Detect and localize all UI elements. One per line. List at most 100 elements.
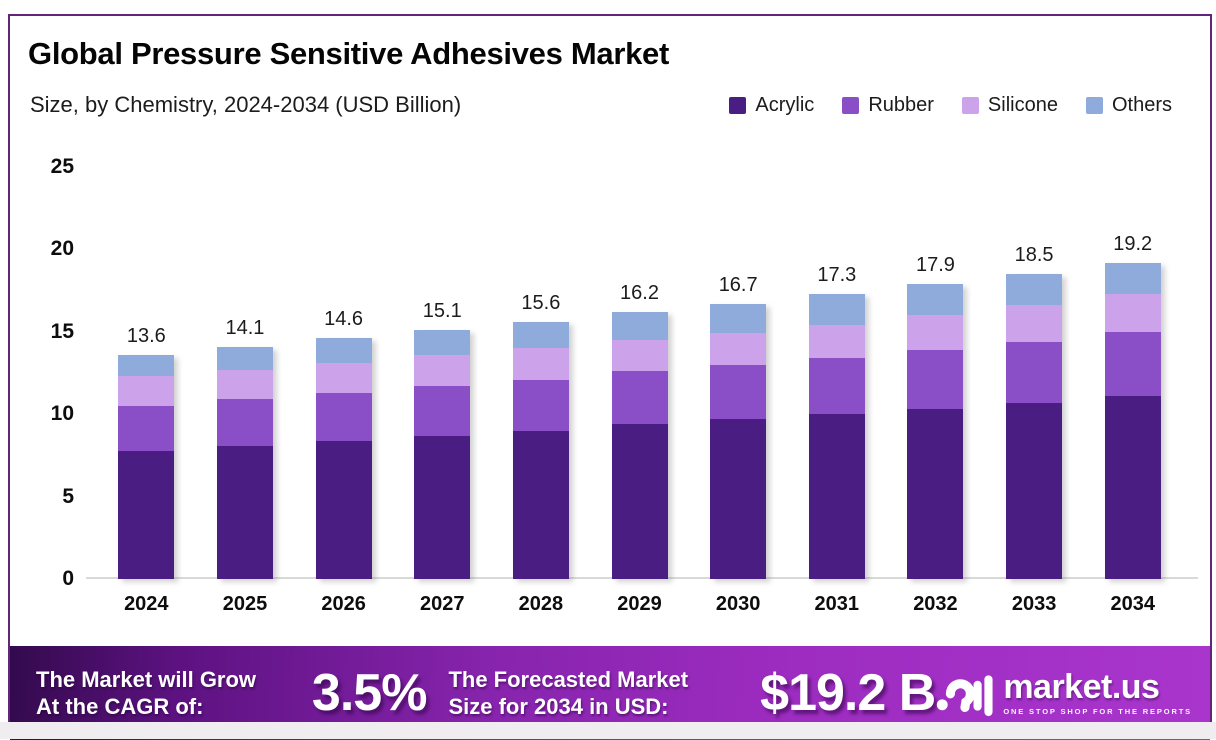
cagr-label: The Market will Grow At the CAGR of:	[36, 666, 310, 721]
bar-total-label-2025: 14.1	[225, 316, 265, 339]
brand-tagline: ONE STOP SHOP FOR THE REPORTS	[1003, 707, 1192, 716]
y-axis-tick-10: 10	[50, 402, 74, 426]
chart-subtitle: Size, by Chemistry, 2024-2034 (USD Billi…	[30, 92, 462, 117]
bar-2034	[1104, 262, 1161, 579]
legend-swatch-others	[1085, 96, 1103, 114]
bar-total-label-2033: 18.5	[1014, 244, 1054, 267]
bar-segment-acrylic-2026	[315, 440, 372, 579]
bar-segment-others-2032	[907, 284, 964, 316]
bar-segment-rubber-2026	[315, 392, 372, 441]
market-us-logo-icon	[937, 675, 993, 717]
bar-2032	[907, 284, 964, 579]
bar-segment-rubber-2029	[611, 371, 668, 425]
bar-2027	[414, 330, 471, 579]
bar-segment-rubber-2024	[118, 406, 175, 451]
bar-2029	[611, 312, 668, 579]
x-axis-label-2024: 2024	[124, 593, 169, 615]
page-bottom-strip	[0, 722, 1216, 739]
bar-segment-silicone-2031	[808, 325, 865, 359]
bar-segment-rubber-2027	[414, 386, 471, 436]
bar-segment-acrylic-2033	[1006, 402, 1063, 579]
bar-total-label-2034: 19.2	[1113, 232, 1153, 255]
y-axis-tick-25: 25	[50, 155, 74, 178]
bar-total-label-2030: 16.7	[718, 273, 758, 296]
plot-area: 13.6 2024 14.1 2025 14.6 2026 15.1 2027 15.6 2028…	[97, 167, 1182, 615]
forecast-label-line2: Size for 2034 in USD:	[448, 694, 669, 719]
legend-item-acrylic: Acrylic	[729, 94, 814, 117]
y-axis-tick-0: 0	[62, 567, 74, 590]
bar-segment-acrylic-2032	[907, 409, 964, 579]
bar-segment-others-2029	[611, 312, 668, 341]
cagr-label-line1: The Market will Grow	[36, 666, 257, 692]
bar-segment-acrylic-2034	[1104, 396, 1161, 579]
legend-item-rubber: Rubber	[842, 94, 934, 117]
bar-segment-others-2026	[315, 338, 372, 364]
bar-column-2024: 13.6 2024	[97, 167, 196, 615]
y-axis: 0 5 10 15 20 25	[10, 36, 74, 646]
x-axis-label-2033: 2033	[1011, 593, 1057, 615]
bar-column-2030: 16.7 2030	[689, 167, 788, 615]
x-axis-label-2030: 2030	[715, 593, 761, 615]
infographic-frame: Global Pressure Sensitive Adhesives Mark…	[8, 14, 1212, 740]
bar-total-label-2031: 17.3	[817, 263, 857, 286]
bar-segment-acrylic-2029	[611, 424, 668, 579]
x-axis-label-2027: 2027	[419, 593, 465, 615]
legend-label-silicone: Silicone	[987, 93, 1058, 116]
bar-total-label-2026: 14.6	[324, 308, 364, 331]
bar-segment-silicone-2028	[512, 348, 569, 380]
x-axis-label-2026: 2026	[321, 593, 366, 615]
cagr-label-line2: At the CAGR of:	[36, 694, 204, 719]
x-axis-label-2032: 2032	[913, 593, 958, 615]
x-axis-label-2028: 2028	[518, 593, 564, 615]
x-axis-label-2029: 2029	[617, 593, 662, 615]
legend-swatch-rubber	[842, 96, 860, 114]
bar-segment-silicone-2030	[710, 333, 767, 365]
bar-segment-silicone-2025	[216, 369, 273, 400]
bar-column-2029: 16.2 2029	[590, 167, 689, 615]
chart-card: Global Pressure Sensitive Adhesives Mark…	[10, 36, 1210, 646]
bar-segment-others-2028	[512, 321, 569, 349]
x-axis-label-2025: 2025	[222, 593, 268, 615]
y-axis-tick-15: 15	[50, 319, 74, 343]
bar-segment-others-2030	[710, 303, 767, 334]
legend-label-acrylic: Acrylic	[755, 93, 815, 116]
legend-label-others: Others	[1111, 93, 1172, 116]
bar-segment-others-2034	[1104, 262, 1161, 294]
forecast-value: $19.2 B	[760, 664, 936, 722]
bar-segment-acrylic-2024	[118, 450, 175, 579]
bar-column-2033: 18.5 2033	[985, 167, 1084, 615]
legend-swatch-acrylic	[729, 96, 747, 114]
cagr-value: 3.5%	[311, 664, 428, 722]
brand-name: market.us	[1003, 668, 1160, 706]
bar-2026	[315, 338, 372, 579]
brand-text: market.us ONE STOP SHOP FOR THE REPORTS	[1003, 670, 1192, 716]
bar-segment-acrylic-2031	[808, 414, 865, 579]
subtitle-row: Size, by Chemistry, 2024-2034 (USD Billi…	[30, 92, 1172, 118]
legend-swatch-silicone	[961, 96, 979, 114]
x-axis-label-2034: 2034	[1110, 593, 1155, 615]
bar-column-2032: 17.9 2032	[886, 167, 985, 615]
bar-segment-silicone-2026	[315, 363, 372, 393]
bar-segment-others-2027	[414, 330, 471, 355]
bar-segment-acrylic-2027	[414, 435, 471, 579]
bar-segment-rubber-2032	[907, 350, 964, 410]
bar-2031	[808, 293, 865, 579]
bar-segment-silicone-2033	[1006, 305, 1063, 342]
bar-segment-rubber-2028	[512, 379, 569, 431]
brand-block: market.us ONE STOP SHOP FOR THE REPORTS	[935, 665, 1192, 721]
bar-column-2027: 15.1 2027	[393, 167, 492, 615]
bar-segment-silicone-2027	[414, 354, 471, 387]
bar-segment-silicone-2034	[1104, 293, 1161, 332]
bar-column-2028: 15.6 2028	[492, 167, 591, 615]
bar-column-2026: 14.6 2026	[294, 167, 393, 615]
bar-segment-others-2024	[118, 354, 175, 377]
bar-segment-others-2033	[1006, 274, 1063, 306]
bar-segment-acrylic-2030	[710, 419, 767, 579]
bar-2030	[710, 303, 767, 579]
bar-segment-acrylic-2025	[216, 445, 273, 579]
page-title: Global Pressure Sensitive Adhesives Mark…	[28, 36, 669, 71]
bar-segment-others-2025	[216, 346, 273, 370]
legend-item-silicone: Silicone	[961, 93, 1058, 117]
bar-segment-silicone-2029	[611, 340, 668, 372]
bar-segment-rubber-2030	[710, 364, 767, 420]
